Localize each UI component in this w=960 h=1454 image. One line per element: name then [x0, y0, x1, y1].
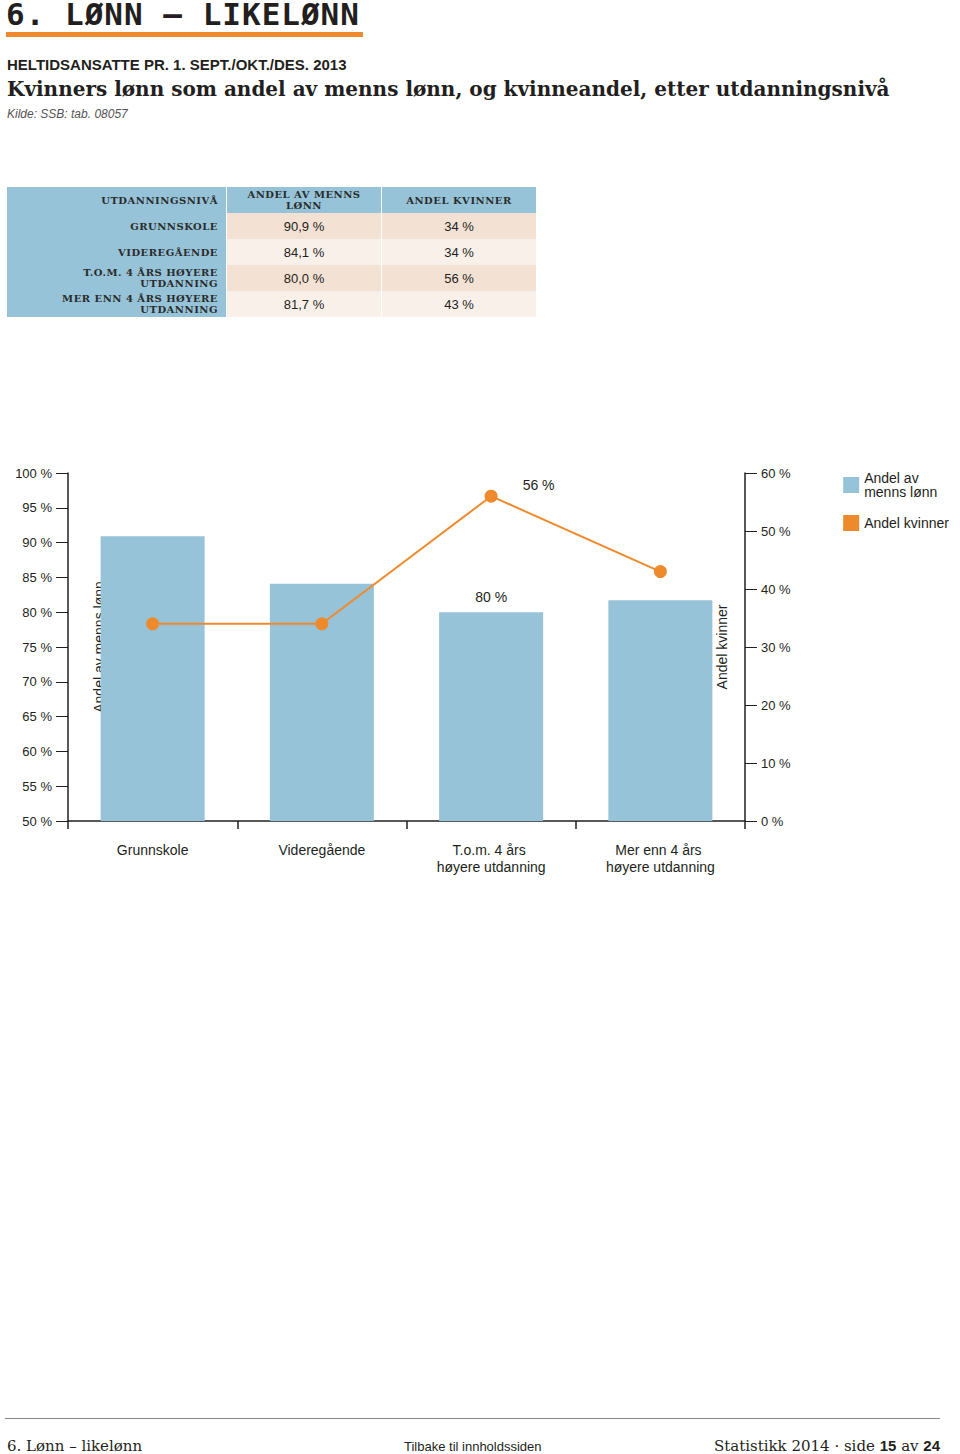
html-text:90,9 %: 90,9 % [283, 218, 325, 234]
html-text:Statistikk 2014 · side 15 av 2: Statistikk 2014 · side 15 av 24 [713, 1437, 940, 1454]
html-text:T.O.M. 4 ÅRS HØYERE UTDANNING: T.O.M. 4 ÅRS HØYERE UTDANNING [83, 267, 218, 289]
svg-text:56 %: 56 % [523, 477, 555, 493]
svg-text:40 %: 40 % [761, 582, 791, 597]
svg-text:høyere utdanning: høyere utdanning [606, 859, 715, 875]
svg-text:95 %: 95 % [22, 500, 52, 515]
svg-text:Andel av: Andel av [864, 470, 923, 486]
svg-text:100 %: 100 % [15, 466, 52, 481]
svg-text:50 %: 50 % [761, 524, 791, 539]
html-text:56 %: 56 % [444, 270, 474, 286]
svg-text:90 %: 90 % [22, 535, 52, 550]
svg-text:80 %: 80 % [22, 605, 52, 620]
svg-text:80 %: 80 % [475, 589, 507, 605]
html-text:84,1 %: 84,1 % [283, 244, 325, 260]
svg-text:85 %: 85 % [22, 570, 52, 585]
svg-text:Videregående: Videregående [278, 842, 365, 858]
html-text:Kvinners lønn som andel av men: Kvinners lønn som andel av menns lønn, o… [7, 77, 890, 101]
svg-text:T.o.m. 4 års: T.o.m. 4 års [453, 842, 530, 858]
html-text:6. Lønn – likelønn: 6. Lønn – likelønn [7, 1437, 143, 1454]
html-text:43 %: 43 % [444, 296, 474, 312]
svg-text:høyere utdanning: høyere utdanning [437, 859, 546, 875]
svg-text:Andel kvinner: Andel kvinner [864, 515, 949, 531]
html-text:VIDEREGÅENDE: VIDEREGÅENDE [118, 246, 218, 258]
html-text:34 %: 34 % [444, 244, 474, 260]
svg-text:55 %: 55 % [22, 779, 52, 794]
svg-text:20 %: 20 % [761, 698, 791, 713]
svg-text:Andel av menns lønn: Andel av menns lønn [91, 581, 107, 713]
svg-text:menns lønn: menns lønn [864, 484, 937, 500]
html-text:HELTIDSANSATTE PR. 1. SEPT./OK: HELTIDSANSATTE PR. 1. SEPT./OKT./DES. 20… [7, 56, 347, 73]
html-text:80,0 %: 80,0 % [283, 270, 325, 286]
svg-text:70 %: 70 % [22, 674, 52, 689]
svg-text:0 %: 0 % [761, 814, 784, 829]
svg-text:30 %: 30 % [761, 640, 791, 655]
html-text:ANDEL KVINNER: ANDEL KVINNER [406, 194, 512, 206]
svg-text:Andel kvinner: Andel kvinner [714, 604, 730, 689]
svg-text:65 %: 65 % [22, 709, 52, 724]
html-text:ANDEL AV MENNS LØNN: ANDEL AV MENNS LØNN [247, 189, 361, 211]
html-text:UTDANNINGSNIVÅ: UTDANNINGSNIVÅ [101, 194, 218, 206]
svg-text:50 %: 50 % [22, 814, 52, 829]
html-text:MER ENN 4 ÅRS HØYERE UTDANNING: MER ENN 4 ÅRS HØYERE UTDANNING [62, 293, 218, 315]
html-text:34 %: 34 % [444, 218, 474, 234]
html-text:81,7 %: 81,7 % [283, 296, 325, 312]
svg-text:Mer enn 4 års: Mer enn 4 års [615, 842, 705, 858]
html-text:Tilbake til innholdssiden: Tilbake til innholdssiden [404, 1439, 542, 1454]
html-text:GRUNNSKOLE: GRUNNSKOLE [130, 220, 218, 232]
svg-text:Grunnskole: Grunnskole [117, 842, 189, 858]
html-text:Kilde: SSB: tab. 08057: Kilde: SSB: tab. 08057 [7, 107, 128, 121]
svg-text:60 %: 60 % [761, 466, 791, 481]
svg-text:75 %: 75 % [22, 640, 52, 655]
svg-text:60 %: 60 % [22, 744, 52, 759]
svg-text:10 %: 10 % [761, 756, 791, 771]
